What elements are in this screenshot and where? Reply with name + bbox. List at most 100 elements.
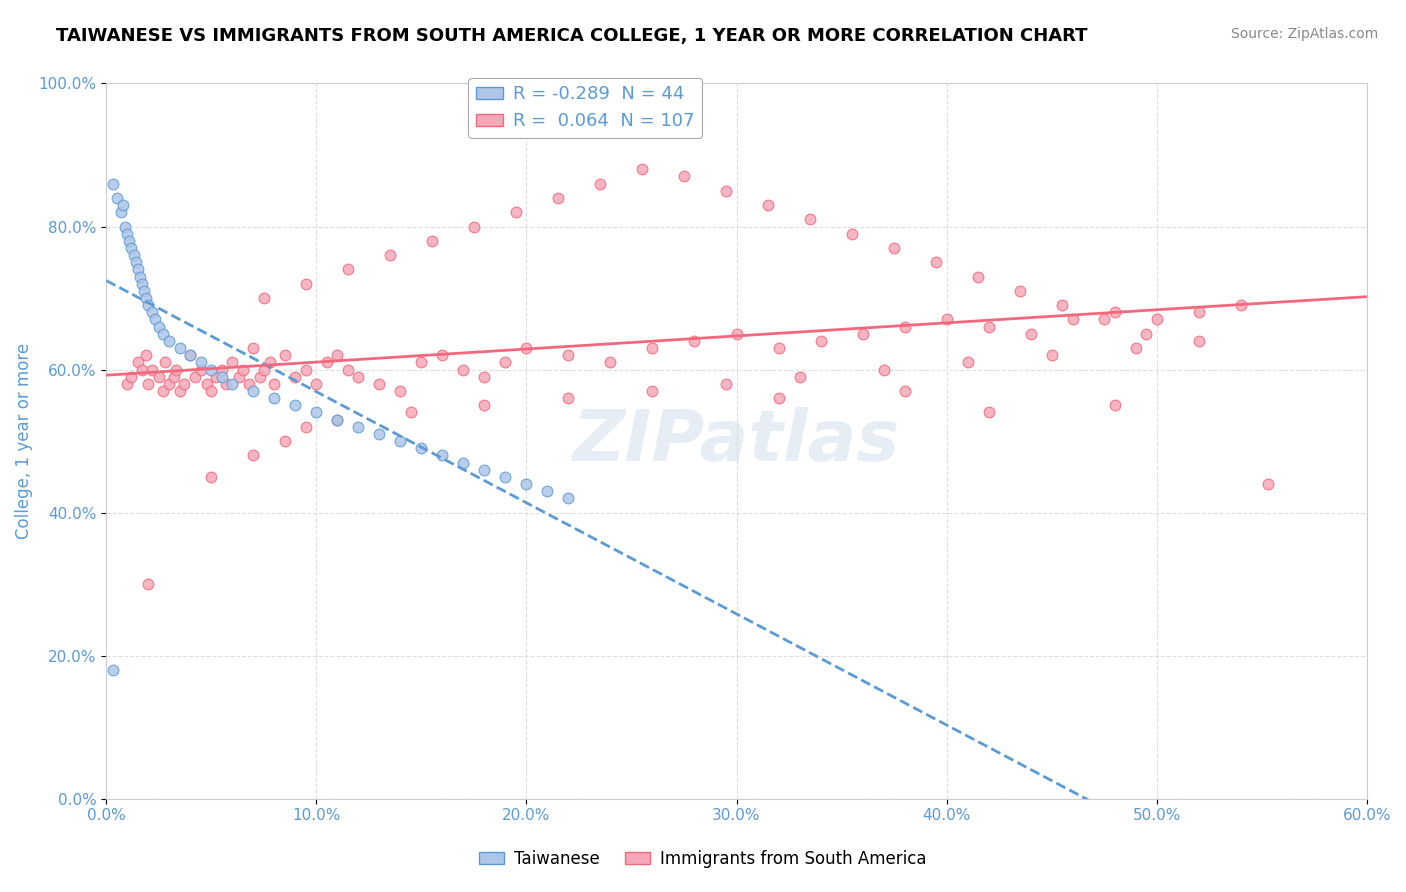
Point (121, 241, 143, 255)
Point (183, 369, 205, 384)
Point (253, 291, 276, 305)
Point (165, 362, 187, 376)
Point (872, 362, 894, 376)
Point (714, 376, 737, 391)
Point (114, 219, 136, 234)
Point (221, 376, 243, 391)
Point (263, 376, 285, 391)
Point (305, 376, 328, 391)
Point (789, 369, 811, 384)
Point (389, 384, 412, 398)
Point (121, 369, 143, 384)
Text: ZIPatlas: ZIPatlas (572, 407, 900, 475)
Point (432, 449, 454, 463)
Point (841, 227, 863, 241)
Point (432, 348, 454, 362)
Point (127, 355, 149, 369)
Point (411, 355, 433, 369)
Point (173, 376, 195, 391)
Point (474, 463, 496, 477)
Point (295, 419, 318, 434)
Point (768, 341, 790, 355)
Point (263, 391, 285, 405)
Point (122, 248, 145, 262)
Point (893, 319, 915, 334)
Point (893, 384, 915, 398)
Point (200, 384, 222, 398)
Point (211, 362, 233, 376)
Point (641, 384, 664, 398)
Point (463, 219, 485, 234)
Point (925, 255, 948, 269)
Point (1104, 305, 1126, 319)
Point (326, 348, 349, 362)
Point (515, 341, 537, 355)
Point (152, 326, 174, 341)
Point (347, 419, 370, 434)
Point (326, 412, 349, 426)
Point (557, 491, 579, 506)
Point (242, 449, 264, 463)
Point (557, 348, 579, 362)
Point (132, 284, 155, 298)
Point (215, 376, 238, 391)
Point (967, 269, 990, 284)
Point (305, 405, 328, 419)
Point (935, 312, 957, 326)
Point (977, 405, 1000, 419)
Point (756, 198, 779, 212)
Point (725, 326, 748, 341)
Point (1188, 334, 1211, 348)
Point (557, 391, 579, 405)
Point (101, 663, 124, 677)
Point (368, 376, 391, 391)
Point (228, 369, 250, 384)
Point (515, 477, 537, 491)
Point (157, 334, 180, 348)
Point (125, 255, 148, 269)
Point (117, 376, 139, 391)
Point (105, 191, 128, 205)
Point (411, 442, 433, 456)
Point (143, 312, 166, 326)
Point (1229, 298, 1251, 312)
Point (117, 227, 139, 241)
Point (190, 362, 212, 376)
Point (169, 384, 191, 398)
Point (1019, 326, 1042, 341)
Point (799, 212, 821, 227)
Point (336, 262, 359, 277)
Point (768, 391, 790, 405)
Point (118, 234, 141, 248)
Point (195, 376, 218, 391)
Point (474, 369, 496, 384)
Point (136, 298, 159, 312)
Point (131, 277, 153, 291)
Point (135, 291, 157, 305)
Point (148, 369, 170, 384)
Point (505, 205, 527, 219)
Point (1062, 312, 1084, 326)
Point (135, 348, 157, 362)
Point (315, 355, 337, 369)
Point (284, 398, 307, 412)
Point (1010, 284, 1032, 298)
Point (127, 262, 149, 277)
Point (179, 348, 201, 362)
Point (259, 355, 281, 369)
Point (1050, 298, 1073, 312)
Point (141, 362, 163, 376)
Point (378, 248, 401, 262)
Point (274, 434, 297, 449)
Point (536, 484, 558, 499)
Point (326, 412, 349, 426)
Point (128, 269, 150, 284)
Point (157, 376, 180, 391)
Point (1125, 341, 1147, 355)
Point (474, 398, 496, 412)
Point (190, 355, 212, 369)
Point (152, 384, 174, 398)
Point (136, 376, 159, 391)
Point (1092, 312, 1115, 326)
Point (295, 277, 318, 291)
